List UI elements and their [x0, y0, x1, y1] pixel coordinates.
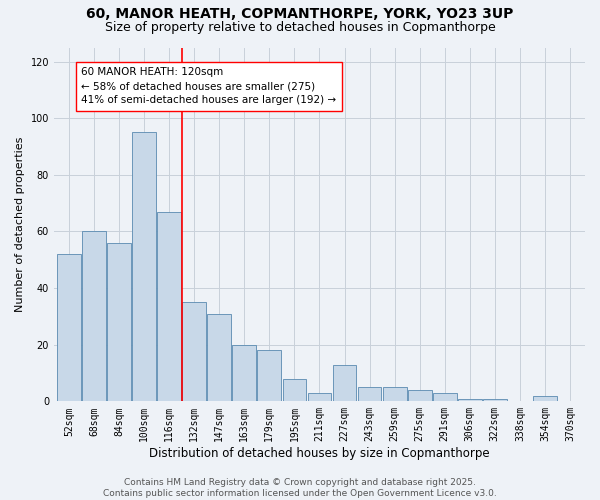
- Bar: [182, 302, 206, 402]
- Bar: [257, 350, 281, 402]
- Bar: [533, 396, 557, 402]
- Text: Contains HM Land Registry data © Crown copyright and database right 2025.
Contai: Contains HM Land Registry data © Crown c…: [103, 478, 497, 498]
- Bar: [107, 243, 131, 402]
- Bar: [57, 254, 81, 402]
- Bar: [132, 132, 156, 402]
- Y-axis label: Number of detached properties: Number of detached properties: [15, 136, 25, 312]
- Bar: [157, 212, 181, 402]
- Bar: [82, 232, 106, 402]
- Text: 60 MANOR HEATH: 120sqm
← 58% of detached houses are smaller (275)
41% of semi-de: 60 MANOR HEATH: 120sqm ← 58% of detached…: [82, 68, 337, 106]
- Bar: [358, 387, 382, 402]
- Bar: [283, 378, 307, 402]
- Bar: [308, 393, 331, 402]
- Bar: [383, 387, 407, 402]
- Text: Size of property relative to detached houses in Copmanthorpe: Size of property relative to detached ho…: [104, 21, 496, 34]
- Bar: [208, 314, 231, 402]
- Bar: [433, 393, 457, 402]
- Bar: [408, 390, 431, 402]
- Text: 60, MANOR HEATH, COPMANTHORPE, YORK, YO23 3UP: 60, MANOR HEATH, COPMANTHORPE, YORK, YO2…: [86, 8, 514, 22]
- X-axis label: Distribution of detached houses by size in Copmanthorpe: Distribution of detached houses by size …: [149, 447, 490, 460]
- Bar: [332, 364, 356, 402]
- Bar: [483, 398, 507, 402]
- Bar: [232, 344, 256, 402]
- Bar: [458, 398, 482, 402]
